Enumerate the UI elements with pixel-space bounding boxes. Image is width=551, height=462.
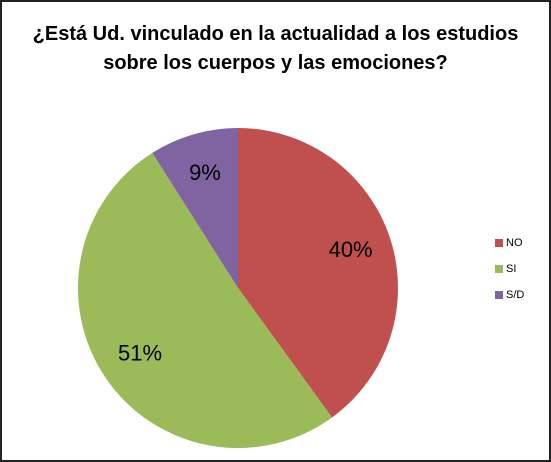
legend-swatch bbox=[495, 291, 503, 299]
data-label: 40% bbox=[329, 237, 373, 262]
legend-label: SI bbox=[506, 263, 516, 275]
legend-label: S/D bbox=[506, 289, 524, 301]
pie-slice bbox=[78, 152, 333, 448]
data-label: 51% bbox=[118, 340, 162, 365]
pie-slice bbox=[238, 128, 399, 418]
legend-swatch bbox=[495, 265, 503, 273]
legend-swatch bbox=[495, 239, 503, 247]
pie-slice bbox=[152, 128, 238, 288]
data-label: 9% bbox=[189, 160, 221, 185]
chart-title: ¿Está Ud. vinculado en la actualidad a l… bbox=[32, 23, 519, 74]
legend-label: NO bbox=[506, 237, 523, 249]
